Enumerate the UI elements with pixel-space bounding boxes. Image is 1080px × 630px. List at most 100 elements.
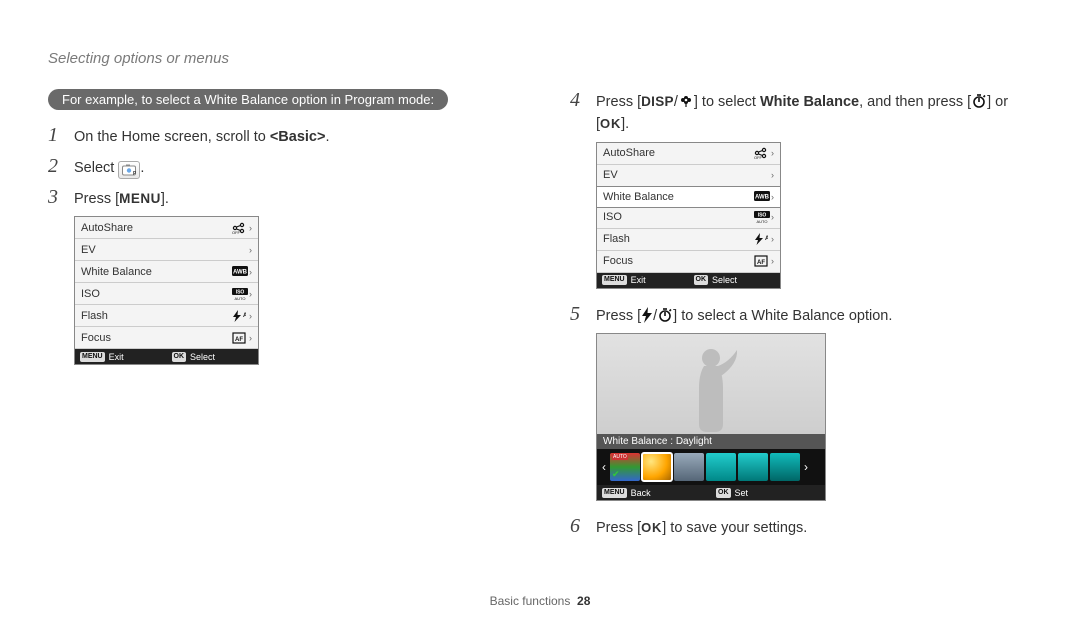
- wb-footer-back: Back: [631, 488, 651, 498]
- menu-badge: MENU: [80, 352, 105, 362]
- wb-swatch-4[interactable]: [738, 453, 768, 481]
- svg-text:OFF: OFF: [232, 230, 241, 234]
- step-number: 5: [570, 303, 584, 326]
- timer-icon: [971, 94, 987, 110]
- wb-swatch-2[interactable]: [674, 453, 704, 481]
- wb-swatch-1[interactable]: [642, 453, 672, 481]
- svg-text:AF: AF: [235, 337, 243, 343]
- chevron-right-icon: ›: [249, 311, 252, 321]
- menu-footer-right: Select: [190, 352, 215, 362]
- wb-swatch-5[interactable]: [770, 453, 800, 481]
- ok-label: OK: [600, 116, 621, 131]
- menu-row-icon: AWB: [754, 191, 768, 203]
- menu-row-ev[interactable]: EV ›: [597, 165, 780, 187]
- disp-label: DISP: [641, 94, 674, 109]
- menu-row-white-balance[interactable]: White Balance AWB›: [596, 186, 781, 208]
- menu-row-icon: AWB: [232, 266, 246, 278]
- ok-badge: OK: [694, 275, 709, 285]
- menu-label: MENU: [119, 191, 161, 206]
- menu-row-label: Flash: [81, 310, 108, 322]
- svg-text:P: P: [133, 171, 136, 176]
- svg-text:AUTO: AUTO: [234, 296, 245, 300]
- step-number: 4: [570, 89, 584, 112]
- step-text: Press [DISP/] to select White Balance, a…: [596, 92, 1032, 136]
- camera-menu-b: AutoShare OFF› EV › White Balance AWB› I…: [596, 142, 781, 289]
- menu-row-label: White Balance: [603, 191, 674, 203]
- chevron-right-icon: ›: [771, 234, 774, 244]
- chevron-right-icon: ›: [249, 333, 252, 343]
- menu-footer-right: Select: [712, 275, 737, 285]
- menu-row-icon: OFF: [232, 222, 246, 234]
- chevron-right-icon: ›: [771, 212, 774, 222]
- footer-page: 28: [577, 594, 590, 608]
- menu-row-focus[interactable]: Focus AF ›: [75, 327, 258, 349]
- step-text: Press [/] to select a White Balance opti…: [596, 306, 892, 328]
- page-title: Selecting options or menus: [48, 50, 1032, 67]
- wb-scene: [597, 334, 825, 434]
- footer-section: Basic functions: [490, 594, 571, 608]
- chevron-right-icon[interactable]: ›: [802, 460, 810, 474]
- wb-swatches: ‹AUTO✔ ›: [597, 449, 825, 485]
- example-header: For example, to select a White Balance o…: [48, 89, 448, 110]
- svg-text:AF: AF: [757, 260, 765, 266]
- menu-row-icon: [754, 169, 768, 181]
- menu-row-icon: ISOAUTO: [232, 288, 246, 300]
- menu-badge: MENU: [602, 275, 627, 285]
- wb-footer-set: Set: [735, 488, 749, 498]
- svg-text:AWB: AWB: [755, 194, 770, 200]
- menu-row-autoshare[interactable]: AutoShare OFF›: [75, 217, 258, 239]
- flash-icon: [641, 308, 653, 324]
- menu-row-icon: AF: [754, 255, 768, 267]
- step-6: 6 Press [OK] to save your settings.: [570, 515, 1032, 540]
- menu-row-icon: AF: [232, 332, 246, 344]
- svg-text:AWB: AWB: [233, 269, 248, 275]
- chevron-right-icon: ›: [249, 245, 252, 255]
- chevron-right-icon: ›: [249, 223, 252, 233]
- wb-swatch-0[interactable]: AUTO✔: [610, 453, 640, 481]
- menu-footer-left: Exit: [631, 275, 646, 285]
- menu-row-iso[interactable]: ISO ISOAUTO›: [75, 283, 258, 305]
- menu-row-label: Focus: [81, 332, 111, 344]
- chevron-right-icon: ›: [771, 256, 774, 266]
- timer-icon: [657, 308, 673, 324]
- menu-row-iso[interactable]: ISO ISOAUTO›: [597, 207, 780, 229]
- chevron-right-icon: ›: [249, 267, 252, 277]
- chevron-right-icon: ›: [771, 170, 774, 180]
- step-number: 2: [48, 155, 62, 178]
- menu-row-label: AutoShare: [603, 147, 655, 159]
- menu-row-icon: A: [754, 233, 768, 245]
- menu-badge: MENU: [602, 488, 627, 498]
- menu-row-autoshare[interactable]: AutoShare OFF›: [597, 143, 780, 165]
- left-column: For example, to select a White Balance o…: [48, 89, 510, 546]
- menu-row-flash[interactable]: Flash A›: [75, 305, 258, 327]
- menu-row-focus[interactable]: Focus AF ›: [597, 251, 780, 273]
- step-1: 1 On the Home screen, scroll to <Basic>.: [48, 124, 510, 149]
- program-mode-icon: P: [118, 161, 140, 179]
- right-column: 4 Press [DISP/] to select White Balance,…: [570, 89, 1032, 546]
- step-text: On the Home screen, scroll to <Basic>.: [74, 127, 330, 149]
- ok-badge: OK: [172, 352, 187, 362]
- step-text: Press [MENU].: [74, 189, 169, 211]
- wb-footer: MENUBack OKSet: [597, 485, 825, 500]
- step-2: 2 Select P.: [48, 155, 510, 180]
- step-number: 1: [48, 124, 62, 147]
- step-number: 3: [48, 186, 62, 209]
- step-text: Select P.: [74, 158, 144, 180]
- menu-row-ev[interactable]: EV ›: [75, 239, 258, 261]
- svg-text:A: A: [243, 313, 246, 319]
- menu-row-icon: OFF: [754, 147, 768, 159]
- person-silhouette: [671, 344, 751, 434]
- wb-swatch-3[interactable]: [706, 453, 736, 481]
- ok-label: OK: [641, 520, 662, 535]
- chevron-left-icon[interactable]: ‹: [600, 460, 608, 474]
- svg-text:OFF: OFF: [754, 155, 763, 159]
- menu-row-label: Focus: [603, 255, 633, 267]
- chevron-right-icon: ›: [771, 192, 774, 202]
- menu-row-flash[interactable]: Flash A›: [597, 229, 780, 251]
- camera-menu-a: AutoShare OFF› EV › White Balance AWB› I…: [74, 216, 259, 365]
- step-4: 4 Press [DISP/] to select White Balance,…: [570, 89, 1032, 136]
- menu-footer: MENUExit OKSelect: [75, 349, 258, 364]
- menu-row-white-balance[interactable]: White Balance AWB›: [75, 261, 258, 283]
- step-5: 5 Press [/] to select a White Balance op…: [570, 303, 1032, 328]
- menu-row-icon: [232, 244, 246, 256]
